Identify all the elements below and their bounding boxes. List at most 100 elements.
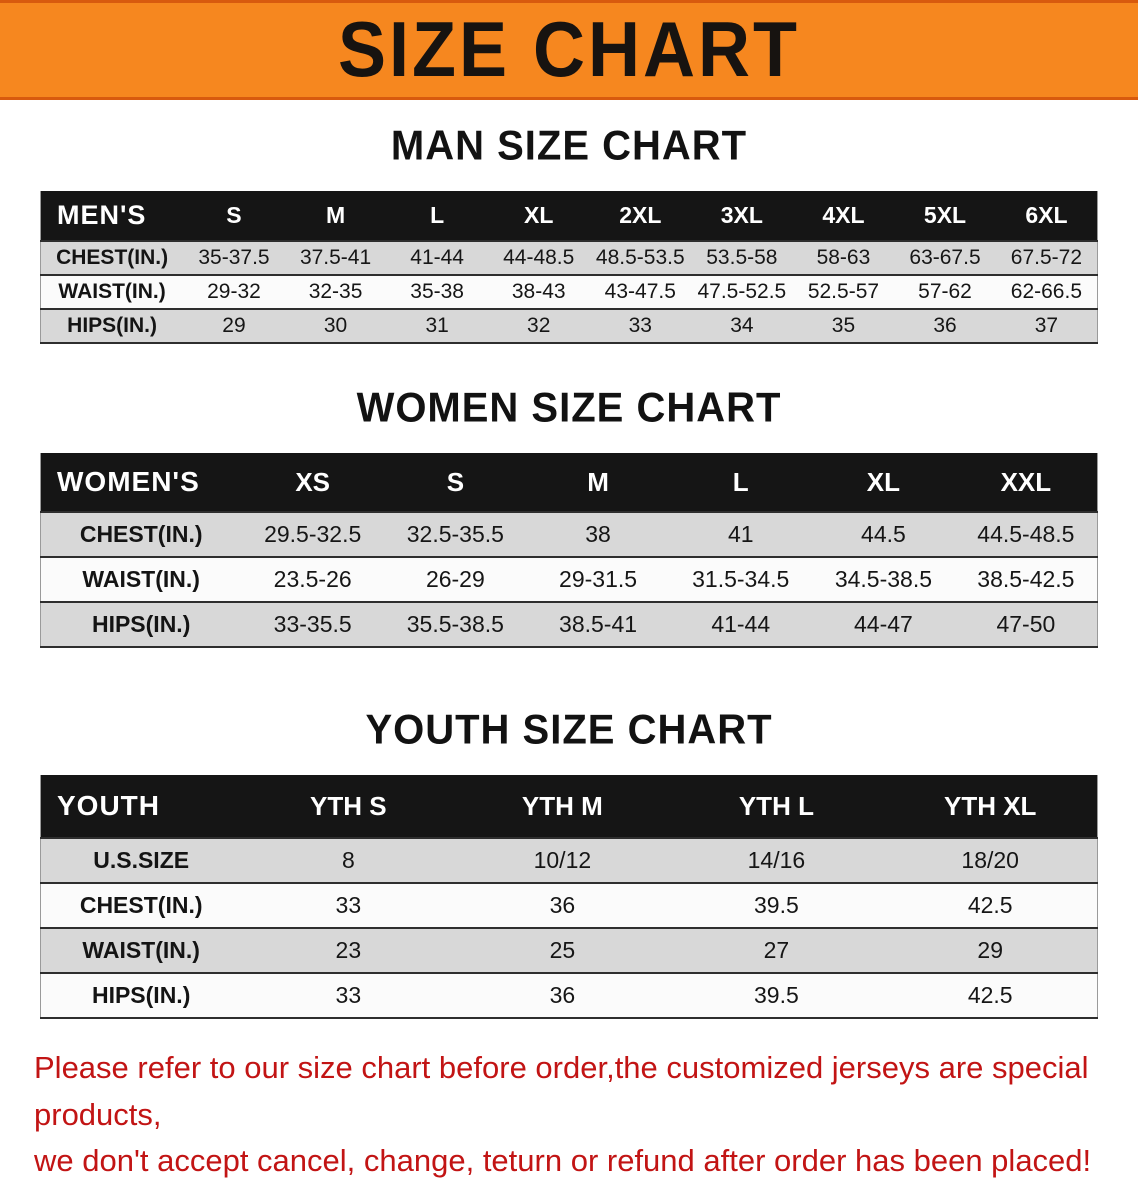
- measurement-value: 48.5-53.5: [595, 246, 685, 269]
- measurement-value: 26-29: [425, 566, 485, 592]
- measurement-value: 29.5-32.5: [264, 521, 362, 547]
- size-column-header: 4XL: [792, 191, 895, 241]
- size-column-header: YTH XL: [883, 775, 1098, 838]
- measurement-value: 52.5-57: [807, 280, 880, 303]
- measurement-value: 38: [585, 521, 611, 547]
- measurement-value: 32.5-35.5: [406, 521, 504, 547]
- measurement-value: 27: [763, 937, 790, 963]
- measurement-value: 41: [727, 521, 754, 547]
- measurement-value: 43-47.5: [604, 280, 676, 303]
- measurement-row: HIPS(IN.) 33-35.5 35.5-38.5 38.5-41 41-44 44-…: [40, 602, 1098, 647]
- measurement-value: 29: [977, 937, 1003, 963]
- measurement-value: 44-48.5: [503, 246, 575, 269]
- size-column-header: 2XL: [589, 191, 692, 241]
- table-corner-label: WOMEN'S: [40, 453, 242, 512]
- measurement-value: 32-35: [308, 280, 363, 303]
- measurement-value: 38.5-41: [559, 611, 638, 637]
- measurement-row: WAIST(IN.) 23.5-26 26-29 29-31.5 31.5-34.5 34…: [40, 557, 1098, 602]
- measurement-row-label: WAIST(IN.): [82, 566, 200, 592]
- size-column-header: 6XL: [995, 191, 1098, 241]
- measurement-value: 29-31.5: [559, 566, 638, 592]
- measurement-value: 32: [527, 314, 551, 337]
- women-size-table-container: WOMEN'S XS S M L XL XXL CHEST(IN.) 29.5-32.5 32.5…: [40, 453, 1098, 648]
- measurement-value: 53.5-58: [706, 246, 778, 269]
- measurement-value: 33: [335, 982, 362, 1008]
- measurement-value: 38-43: [511, 280, 566, 303]
- measurement-row-label: WAIST(IN.): [82, 937, 200, 963]
- size-column-header: YTH M: [455, 775, 670, 838]
- measurement-row-label: WAIST(IN.): [58, 280, 166, 303]
- measurement-value: 39.5: [754, 892, 799, 918]
- size-chart-body: MAN SIZE CHART MEN'S S M L XL 2XL 3XL 4XL 5XL 6XL…: [0, 122, 1138, 1185]
- measurement-value: 10/12: [533, 847, 592, 873]
- size-column-header: 3XL: [691, 191, 793, 241]
- measurement-value: 42.5: [967, 982, 1013, 1008]
- size-column-header: S: [183, 191, 285, 241]
- measurement-value: 29: [222, 314, 246, 337]
- measurement-value: 33: [335, 892, 362, 918]
- measurement-row: CHEST(IN.) 35-37.5 37.5-41 41-44 44-48.5 48.5…: [40, 241, 1098, 275]
- men-size-heading: MAN SIZE CHART: [390, 122, 748, 170]
- size-chart-banner: SIZE CHART: [0, 0, 1138, 100]
- size-column-header: 5XL: [894, 191, 996, 241]
- size-column-header: XL: [487, 191, 590, 241]
- measurement-value: 42.5: [967, 892, 1013, 918]
- measurement-value: 63-67.5: [909, 246, 981, 269]
- measurement-value: 34.5-38.5: [834, 566, 933, 592]
- measurement-value: 14/16: [747, 847, 806, 873]
- measurement-value: 62-66.5: [1010, 280, 1083, 303]
- measurement-value: 29-32: [207, 280, 261, 303]
- measurement-value: 18/20: [961, 847, 1019, 873]
- measurement-row: U.S.SIZE 8 10/12 14/16 18/20: [40, 838, 1098, 883]
- table-corner-label: MEN'S: [40, 191, 184, 241]
- measurement-value: 33-35.5: [273, 611, 352, 637]
- size-table: WOMEN'S XS S M L XL XXL CHEST(IN.) 29.5-32.5 32.5…: [40, 453, 1098, 648]
- size-column-header: XL: [812, 453, 955, 512]
- measurement-value: 35: [831, 314, 856, 337]
- measurement-value: 37.5-41: [299, 246, 372, 269]
- measurement-value: 31.5-34.5: [692, 566, 790, 592]
- measurement-value: 35-37.5: [198, 246, 270, 269]
- measurement-row: WAIST(IN.) 23 25 27 29: [40, 928, 1098, 973]
- size-column-header: XS: [241, 453, 385, 512]
- men-size-section: MAN SIZE CHART MEN'S S M L XL 2XL 3XL 4XL 5XL 6XL…: [0, 122, 1138, 344]
- measurement-value: 44.5-48.5: [977, 521, 1075, 547]
- measurement-row: WAIST(IN.) 29-32 32-35 35-38 38-43 43-47.5 47.…: [40, 275, 1098, 309]
- measurement-row-label: HIPS(IN.): [67, 314, 158, 337]
- measurement-value: 37: [1034, 314, 1059, 337]
- measurement-value: 30: [323, 314, 348, 337]
- measurement-value: 33: [628, 314, 652, 337]
- men-size-table-container: MEN'S S M L XL 2XL 3XL 4XL 5XL 6XL CHEST(IN.) 35-37…: [40, 191, 1098, 344]
- size-column-header: L: [669, 453, 813, 512]
- size-column-header: XXL: [954, 453, 1098, 512]
- measurement-value: 23.5-26: [273, 566, 352, 592]
- youth-size-table-container: YOUTH YTH S YTH M YTH L YTH XL U.S.SIZE 8 10/12…: [40, 775, 1098, 1019]
- size-column-header: M: [526, 453, 670, 512]
- size-chart-title: SIZE CHART: [338, 6, 800, 94]
- measurement-value: 47.5-52.5: [697, 280, 787, 303]
- size-table: YOUTH YTH S YTH M YTH L YTH XL U.S.SIZE 8 10/12…: [40, 775, 1098, 1019]
- measurement-row-label: U.S.SIZE: [93, 847, 190, 873]
- measurement-row-label: HIPS(IN.): [91, 982, 191, 1008]
- measurement-value: 41-44: [410, 246, 464, 269]
- measurement-value: 36: [549, 892, 576, 918]
- size-column-header: M: [284, 191, 387, 241]
- measurement-value: 39.5: [754, 982, 799, 1008]
- measurement-row-label: CHEST(IN.): [79, 892, 203, 918]
- order-notice: Please refer to our size chart before or…: [0, 1045, 1138, 1185]
- measurement-value: 44-47: [854, 611, 913, 637]
- measurement-value: 31: [425, 314, 449, 337]
- measurement-value: 25: [549, 937, 576, 963]
- size-header-row: MEN'S S M L XL 2XL 3XL 4XL 5XL 6XL: [40, 191, 1098, 241]
- measurement-value: 35.5-38.5: [406, 611, 504, 637]
- measurement-value: 57-62: [918, 280, 972, 303]
- measurement-row: CHEST(IN.) 29.5-32.5 32.5-35.5 38 41 44.5 44.5…: [40, 512, 1098, 557]
- size-column-header: S: [384, 453, 527, 512]
- measurement-row: HIPS(IN.) 29 30 31 32 33 34 35 36 37: [40, 309, 1098, 343]
- women-size-heading: WOMEN SIZE CHART: [356, 384, 782, 432]
- notice-line-1: Please refer to our size chart before or…: [34, 1050, 1089, 1132]
- measurement-row: CHEST(IN.) 33 36 39.5 42.5: [40, 883, 1098, 928]
- measurement-value: 36: [933, 314, 957, 337]
- measurement-row-label: CHEST(IN.): [79, 521, 203, 547]
- youth-size-section: YOUTH SIZE CHART YOUTH YTH S YTH M YTH L YTH…: [0, 707, 1138, 1019]
